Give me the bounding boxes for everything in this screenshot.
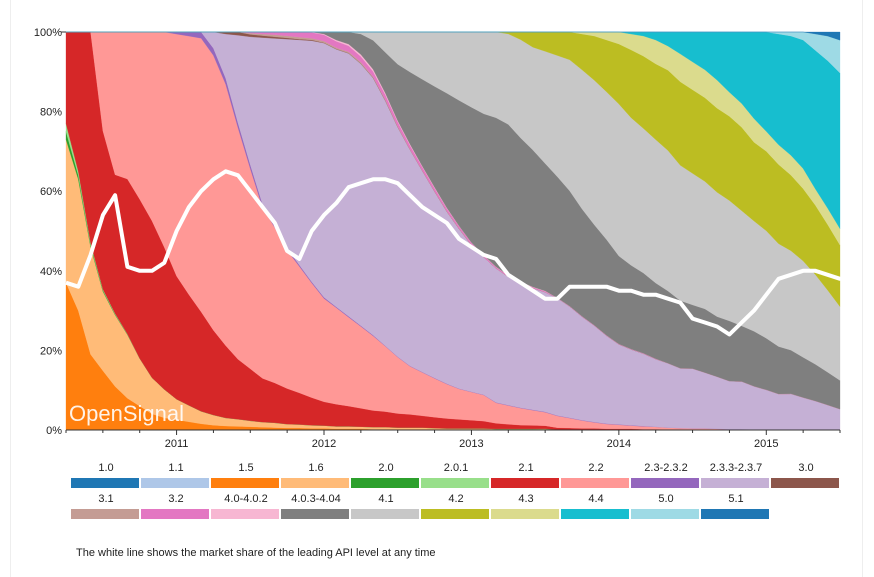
- legend-swatch: [281, 478, 349, 488]
- legend-swatch: [631, 509, 699, 519]
- legend-swatch: [701, 478, 769, 488]
- legend-item-4-3[interactable]: 4.3: [491, 493, 561, 521]
- leading-api-line: [65, 169, 853, 337]
- legend-label: 1.6: [308, 462, 324, 474]
- legend-item-2-1[interactable]: 2.1: [491, 462, 561, 490]
- y-tick-label: 60%: [40, 186, 62, 198]
- footnote: The white line shows the market share of…: [76, 547, 436, 559]
- legend-label: 2.3.3-2.3.7: [709, 462, 763, 474]
- legend-swatch: [631, 478, 699, 488]
- legend-swatch: [211, 478, 279, 488]
- leading-api-line-layer: [65, 169, 853, 337]
- legend-item-2-3-3-2-3-7[interactable]: 2.3.3-2.3.7: [701, 462, 771, 490]
- legend-swatch: [561, 478, 629, 488]
- area-series-5-1: [66, 31, 841, 41]
- x-tick-label: 2012: [312, 438, 336, 450]
- legend-swatch: [561, 509, 629, 519]
- legend-label: 4.2: [448, 493, 464, 505]
- legend-label: 3.0: [798, 462, 814, 474]
- legend-label: 1.5: [238, 462, 254, 474]
- legend-item-4-0-4-0-2[interactable]: 4.0-4.0.2: [211, 493, 281, 521]
- legend-item-2-2[interactable]: 2.2: [561, 462, 631, 490]
- legend-item-3-1[interactable]: 3.1: [71, 493, 141, 521]
- legend-item-1-5[interactable]: 1.5: [211, 462, 281, 490]
- y-tick-label: 20%: [40, 345, 62, 357]
- axes: 0% 20% 40% 60% 80% 100% 2011 2012 2013 2014 2015: [34, 27, 841, 450]
- legend-swatch: [491, 509, 559, 519]
- legend-swatch: [771, 478, 839, 488]
- legend-label: 5.0: [658, 493, 674, 505]
- api-level-stacked-area-chart: OpenSignal 0% 20% 40% 60% 80% 100% 2011 2012 201…: [34, 27, 853, 450]
- legend-label: 2.0.1: [443, 462, 469, 474]
- legend-label: 3.2: [168, 493, 184, 505]
- legend-label: 4.4: [588, 493, 604, 505]
- y-tick-label: 80%: [40, 107, 62, 119]
- legend-label: 2.2: [588, 462, 604, 474]
- legend-swatch: [421, 478, 489, 488]
- chart-panel: OpenSignal 0% 20% 40% 60% 80% 100% 2011 2012 201…: [10, 0, 863, 577]
- legend-swatch: [701, 509, 769, 519]
- legend-item-4-1[interactable]: 4.1: [351, 493, 421, 521]
- legend-swatch: [71, 509, 139, 519]
- y-tick-label: 100%: [34, 27, 62, 39]
- legend-swatch: [71, 478, 139, 488]
- x-tick-label: 2011: [165, 438, 189, 450]
- legend-swatch: [141, 478, 209, 488]
- legend-label: 1.0: [98, 462, 114, 474]
- legend-item-2-0[interactable]: 2.0: [351, 462, 421, 490]
- legend-item-5-0[interactable]: 5.0: [631, 493, 701, 521]
- legend-item-2-3-2-3-2[interactable]: 2.3-2.3.2: [631, 462, 701, 490]
- legend-item-3-2[interactable]: 3.2: [141, 493, 211, 521]
- legend-item-1-6[interactable]: 1.6: [281, 462, 351, 490]
- legend-label: 4.0.3-4.04: [291, 493, 341, 505]
- legend-label: 3.1: [98, 493, 114, 505]
- legend-item-5-1[interactable]: 5.1: [701, 493, 771, 521]
- legend-label: 1.1: [168, 462, 184, 474]
- legend-label: 2.3-2.3.2: [644, 462, 688, 474]
- x-tick-label: 2014: [607, 438, 631, 450]
- legend-label: 4.1: [378, 493, 394, 505]
- legend-swatch: [281, 509, 349, 519]
- legend-item-1-0[interactable]: 1.0: [71, 462, 141, 490]
- legend-item-4-4[interactable]: 4.4: [561, 493, 631, 521]
- legend-swatch: [351, 509, 419, 519]
- legend-swatch: [421, 509, 489, 519]
- legend-label: 2.1: [518, 462, 534, 474]
- legend-item-4-0-3-4-04[interactable]: 4.0.3-4.04: [281, 493, 351, 521]
- legend-label: 2.0: [378, 462, 394, 474]
- legend-swatch: [351, 478, 419, 488]
- legend-item-3-0[interactable]: 3.0: [771, 462, 841, 490]
- legend-item-2-0-1[interactable]: 2.0.1: [421, 462, 491, 490]
- legend-label: 5.1: [728, 493, 744, 505]
- watermark-layer: OpenSignal: [69, 401, 184, 426]
- x-tick-label: 2013: [459, 438, 483, 450]
- x-tick-label: 2015: [754, 438, 778, 450]
- legend-item-1-1[interactable]: 1.1: [141, 462, 211, 490]
- y-tick-label: 0%: [46, 425, 62, 437]
- legend-swatch: [211, 509, 279, 519]
- legend-label: 4.3: [518, 493, 534, 505]
- y-tick-label: 40%: [40, 266, 62, 278]
- legend-item-4-2[interactable]: 4.2: [421, 493, 491, 521]
- opensignal-watermark: OpenSignal: [69, 401, 184, 426]
- legend-swatch: [141, 509, 209, 519]
- legend-swatch: [491, 478, 559, 488]
- legend-label: 4.0-4.0.2: [224, 493, 268, 505]
